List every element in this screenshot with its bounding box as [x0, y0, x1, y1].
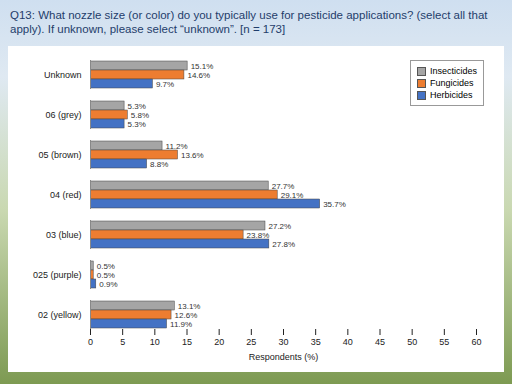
- svg-text:15.1%: 15.1%: [191, 62, 214, 71]
- svg-text:8.8%: 8.8%: [150, 160, 168, 169]
- html-text:Insecticides: Insecticides: [430, 66, 477, 76]
- svg-text:02 (yellow): 02 (yellow): [38, 310, 82, 320]
- svg-text:27.8%: 27.8%: [272, 240, 295, 249]
- svg-text:06 (grey): 06 (grey): [45, 110, 81, 120]
- svg-text:35: 35: [311, 337, 321, 347]
- svg-text:15: 15: [182, 337, 192, 347]
- svg-text:0: 0: [88, 337, 93, 347]
- svg-text:14.6%: 14.6%: [187, 71, 210, 80]
- svg-text:13.6%: 13.6%: [181, 151, 204, 160]
- svg-text:03 (blue): 03 (blue): [46, 230, 82, 240]
- svg-text:11.2%: 11.2%: [166, 142, 188, 151]
- svg-text:30: 30: [278, 337, 288, 347]
- svg-text:0.9%: 0.9%: [99, 280, 117, 289]
- svg-text:0.5%: 0.5%: [97, 262, 115, 271]
- svg-text:0.5%: 0.5%: [97, 271, 115, 280]
- svg-text:40: 40: [343, 337, 353, 347]
- svg-text:25: 25: [246, 337, 256, 347]
- svg-text:13.1%: 13.1%: [178, 302, 201, 311]
- svg-text:55: 55: [439, 337, 449, 347]
- html-text:Herbicides: Herbicides: [430, 90, 473, 100]
- svg-text:12.6%: 12.6%: [175, 311, 198, 320]
- svg-text:27.2%: 27.2%: [268, 222, 291, 231]
- svg-text:10: 10: [150, 337, 160, 347]
- svg-text:29.1%: 29.1%: [281, 191, 304, 200]
- svg-text:20: 20: [214, 337, 224, 347]
- html-text:Q13: What nozzle size (or colo: Q13: What nozzle size (or color) do you …: [10, 9, 488, 35]
- svg-text:11.9%: 11.9%: [170, 320, 192, 329]
- svg-text:27.7%: 27.7%: [272, 182, 295, 191]
- svg-text:5.3%: 5.3%: [128, 102, 146, 111]
- svg-text:35.7%: 35.7%: [323, 200, 346, 209]
- svg-text:025 (purple): 025 (purple): [33, 270, 82, 280]
- svg-text:05 (brown): 05 (brown): [38, 150, 81, 160]
- svg-text:5: 5: [120, 337, 125, 347]
- svg-text:45: 45: [375, 337, 385, 347]
- svg-text:9.7%: 9.7%: [156, 80, 174, 89]
- svg-text:60: 60: [471, 337, 481, 347]
- svg-text:Respondents (%): Respondents (%): [249, 352, 319, 362]
- svg-text:50: 50: [407, 337, 417, 347]
- svg-text:Unknown: Unknown: [44, 70, 82, 80]
- svg-text:5.3%: 5.3%: [128, 120, 146, 129]
- html-text:Fungicides: Fungicides: [430, 78, 474, 88]
- svg-text:23.8%: 23.8%: [247, 231, 270, 240]
- svg-text:04 (red): 04 (red): [50, 190, 82, 200]
- svg-text:5.8%: 5.8%: [131, 111, 149, 120]
